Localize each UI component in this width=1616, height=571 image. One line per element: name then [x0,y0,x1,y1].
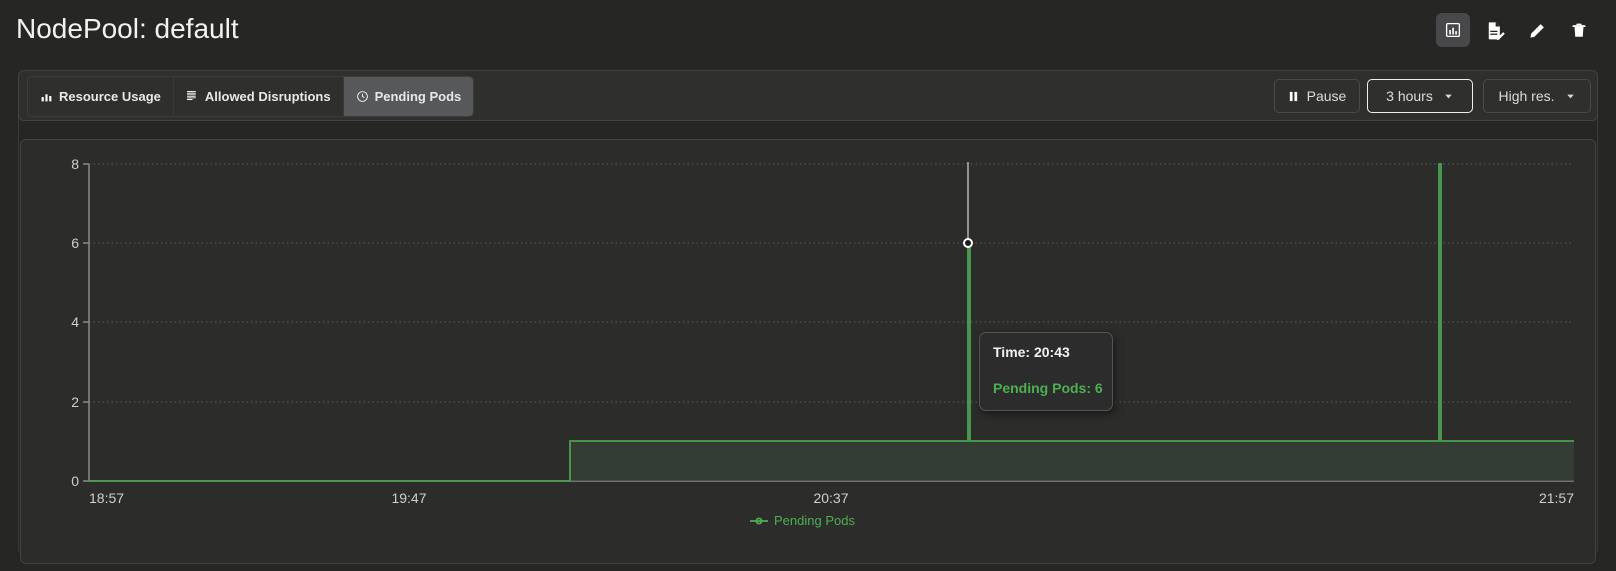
svg-text:6: 6 [71,235,79,251]
svg-text:8: 8 [71,156,79,172]
svg-text:19:47: 19:47 [391,490,426,506]
svg-text:0: 0 [71,473,79,489]
svg-text:2: 2 [71,394,79,410]
svg-text:18:57: 18:57 [89,490,124,506]
svg-text:4: 4 [71,314,79,330]
svg-text:21:57: 21:57 [1539,490,1574,506]
svg-text:20:37: 20:37 [813,490,848,506]
svg-text:Pending Pods: Pending Pods [774,513,855,528]
